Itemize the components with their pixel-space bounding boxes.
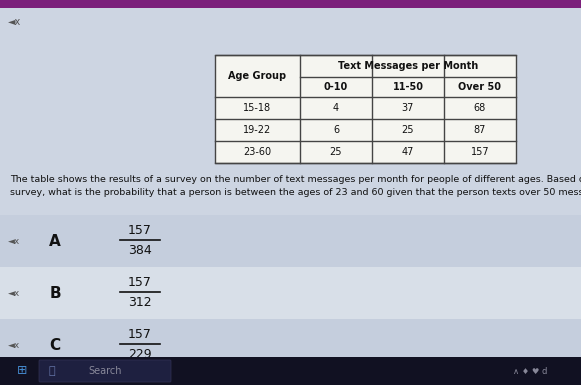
Text: 19-22: 19-22 (243, 125, 272, 135)
Text: 6: 6 (333, 125, 339, 135)
Text: Search: Search (88, 366, 122, 376)
Text: 157: 157 (471, 147, 489, 157)
Text: 11-50: 11-50 (393, 82, 424, 92)
Text: 23-60: 23-60 (243, 147, 271, 157)
Bar (0, 319, 581, 371)
Text: ◄x: ◄x (8, 17, 21, 27)
Bar (0, 0, 581, 8)
Text: Age Group: Age Group (228, 71, 286, 81)
Text: 312: 312 (128, 296, 152, 310)
Bar (0, 371, 581, 385)
Bar (0, 215, 581, 267)
Text: 229: 229 (128, 348, 152, 362)
Text: ◄x: ◄x (8, 236, 20, 246)
Text: 25: 25 (330, 147, 342, 157)
Bar (0, 267, 581, 319)
Text: 384: 384 (128, 244, 152, 258)
Text: 157: 157 (128, 380, 152, 385)
Text: 87: 87 (474, 125, 486, 135)
Text: 157: 157 (128, 328, 152, 341)
Text: The table shows the results of a survey on the number of text messages per month: The table shows the results of a survey … (10, 175, 581, 184)
Text: A: A (49, 233, 61, 248)
Text: 25: 25 (401, 125, 414, 135)
Text: Text Messages per Month: Text Messages per Month (338, 61, 478, 71)
Text: 37: 37 (402, 103, 414, 113)
Bar (0, 363, 581, 385)
Text: C: C (49, 338, 60, 353)
Text: 157: 157 (128, 224, 152, 238)
Text: 47: 47 (402, 147, 414, 157)
FancyBboxPatch shape (39, 360, 171, 382)
Text: 68: 68 (474, 103, 486, 113)
Text: B: B (49, 286, 61, 301)
Text: 4: 4 (333, 103, 339, 113)
Text: ◄x: ◄x (8, 340, 20, 350)
Text: 15-18: 15-18 (243, 103, 271, 113)
Text: ∧ ♦ ♥ d: ∧ ♦ ♥ d (513, 367, 547, 375)
Text: ◄x: ◄x (8, 288, 20, 298)
Text: ⌕: ⌕ (49, 366, 55, 376)
Text: survey, what is the probability that a person is between the ages of 23 and 60 g: survey, what is the probability that a p… (10, 188, 581, 197)
Text: Over 50: Over 50 (458, 82, 501, 92)
Text: ⊞: ⊞ (17, 365, 27, 378)
Bar (215, 55, 516, 163)
Text: 0-10: 0-10 (324, 82, 348, 92)
Text: 157: 157 (128, 276, 152, 290)
Bar (0, 357, 581, 385)
